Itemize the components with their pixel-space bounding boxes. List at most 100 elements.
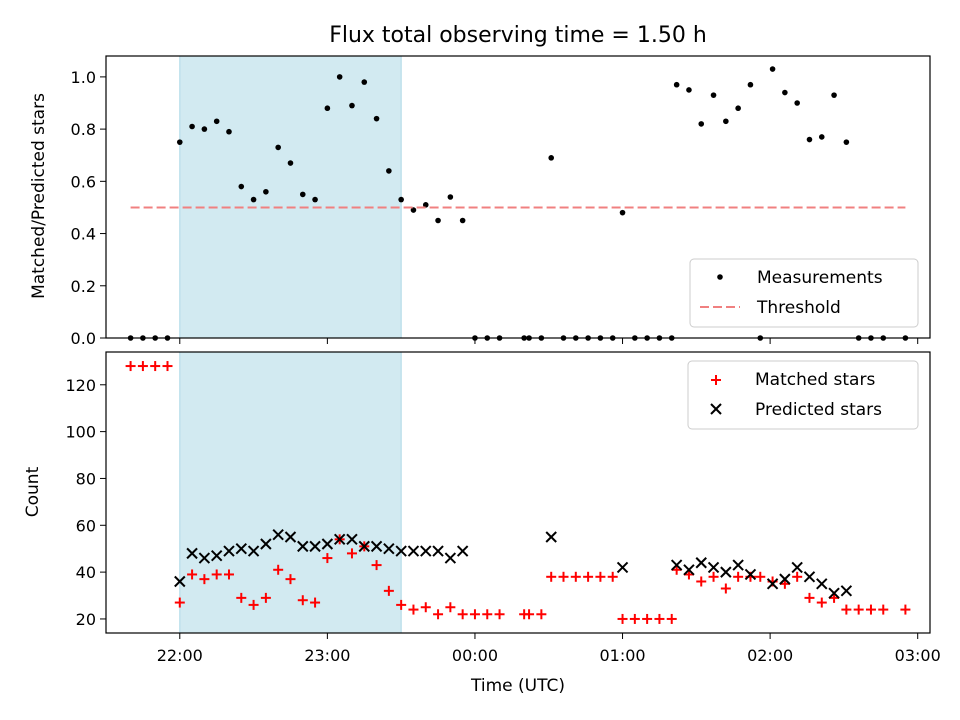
matched-star-point — [408, 604, 419, 615]
x-stroke-b — [284, 531, 297, 543]
y-tick-label: 80 — [76, 469, 96, 488]
measurement-point — [373, 115, 380, 122]
measurement-point — [299, 191, 306, 198]
predicted-star-point — [791, 561, 803, 574]
predicted-star-point — [707, 561, 720, 574]
measurement-point — [782, 89, 788, 96]
measurement-point — [447, 194, 454, 200]
measurement-point — [422, 202, 429, 208]
x-stroke-b — [732, 559, 744, 571]
matched-star-point — [595, 571, 606, 582]
matched-star-point — [696, 576, 707, 587]
matched-star-point — [445, 602, 456, 613]
top-axes-frame — [105, 55, 931, 339]
matched-star-point — [469, 609, 480, 620]
measurement-point — [831, 92, 837, 98]
matched-star-point — [248, 599, 259, 610]
top-series — [127, 66, 909, 341]
matched-star-point — [433, 609, 444, 620]
x-tick-label: 02:00 — [747, 646, 793, 665]
measurement-point — [398, 196, 404, 203]
matched-star-point — [755, 571, 766, 582]
legend-predicted-label: Predicted stars — [755, 400, 882, 420]
measurement-point — [349, 102, 355, 109]
predicted-star-point — [333, 533, 346, 546]
matched-star-point — [162, 361, 173, 372]
matched-star-point — [558, 571, 569, 582]
x-stroke-b — [816, 578, 828, 590]
matched-star-point — [457, 609, 468, 620]
top-panel: 0.0 0.2 0.4 0.6 0.8 1.0 Matched/Predicted sta… — [29, 55, 931, 348]
legend-matched-marker — [711, 375, 721, 385]
predicted-star-point — [670, 559, 683, 571]
measurement-point — [263, 188, 269, 195]
predicted-star-point — [309, 540, 321, 553]
predicted-star-point — [284, 531, 297, 543]
chart-title: Flux total observing time = 1.50 h — [329, 23, 707, 48]
predicted-star-point — [235, 542, 247, 555]
x-stroke-b — [297, 540, 309, 553]
measurement-point — [410, 207, 417, 213]
legend-predicted-marker — [710, 403, 722, 415]
matched-star-point — [570, 571, 581, 582]
x-stroke-b — [766, 578, 779, 590]
measurement-point — [747, 81, 754, 88]
x-stroke-b — [235, 542, 247, 555]
measurement-point — [806, 136, 813, 143]
matched-star-point — [816, 597, 827, 608]
measurement-point — [201, 126, 208, 132]
y-tick-label: 40 — [76, 563, 96, 582]
predicted-star-point — [545, 531, 557, 543]
bottom-panel: 20 40 60 80 100 120 22:00 23:00 00:00 01:00 02:00… — [23, 351, 941, 696]
matched-star-point — [383, 585, 394, 596]
y-tick-label: 60 — [76, 516, 96, 535]
measurement-point — [619, 209, 626, 216]
x-stroke-b — [383, 542, 395, 555]
measurement-point — [710, 92, 717, 98]
x-stroke-b — [744, 568, 757, 581]
predicted-star-point — [766, 578, 779, 590]
x-stroke-b — [333, 533, 346, 546]
predicted-star-point — [695, 557, 707, 569]
matched-star-point — [187, 569, 198, 580]
x-stroke-b — [720, 566, 732, 578]
x-tick-label: 01:00 — [599, 646, 645, 665]
x-stroke-b — [174, 575, 186, 588]
x-stroke-b — [545, 531, 557, 543]
predicted-star-point — [828, 587, 840, 599]
x-stroke-b — [432, 545, 444, 557]
legend-matched-label: Matched stars — [755, 370, 875, 390]
matched-star-point — [396, 599, 407, 610]
predicted-star-point — [395, 545, 407, 557]
matched-star-point — [482, 609, 493, 620]
y-tick-label: 0.4 — [71, 225, 96, 244]
measurement-point — [769, 66, 776, 72]
matched-star-point — [211, 569, 222, 580]
x-stroke-b — [670, 559, 683, 571]
predicted-star-point — [616, 561, 629, 574]
matched-star-point — [524, 609, 535, 620]
measurement-point — [698, 121, 705, 127]
matched-star-point — [666, 613, 677, 624]
measurement-point — [213, 118, 220, 125]
x-stroke-b — [616, 561, 629, 574]
matched-star-point — [708, 571, 719, 582]
y-tick-label: 1.0 — [71, 68, 96, 87]
matched-star-point — [629, 613, 640, 624]
predicted-star-point — [744, 568, 757, 581]
predicted-star-point — [456, 545, 469, 557]
x-stroke-b — [840, 585, 853, 597]
measurement-point — [794, 100, 800, 106]
predicted-star-point — [346, 533, 358, 546]
y-tick-label: 120 — [65, 376, 96, 395]
predicted-star-point — [779, 573, 791, 585]
measurement-point — [843, 139, 850, 145]
y-tick-label: 0.0 — [71, 329, 96, 348]
predicted-star-point — [683, 564, 695, 576]
predicted-star-point — [321, 538, 334, 550]
predicted-star-point — [272, 528, 284, 541]
predicted-star-point — [174, 575, 186, 588]
measurement-point — [386, 168, 392, 174]
measurement-point — [312, 196, 318, 203]
